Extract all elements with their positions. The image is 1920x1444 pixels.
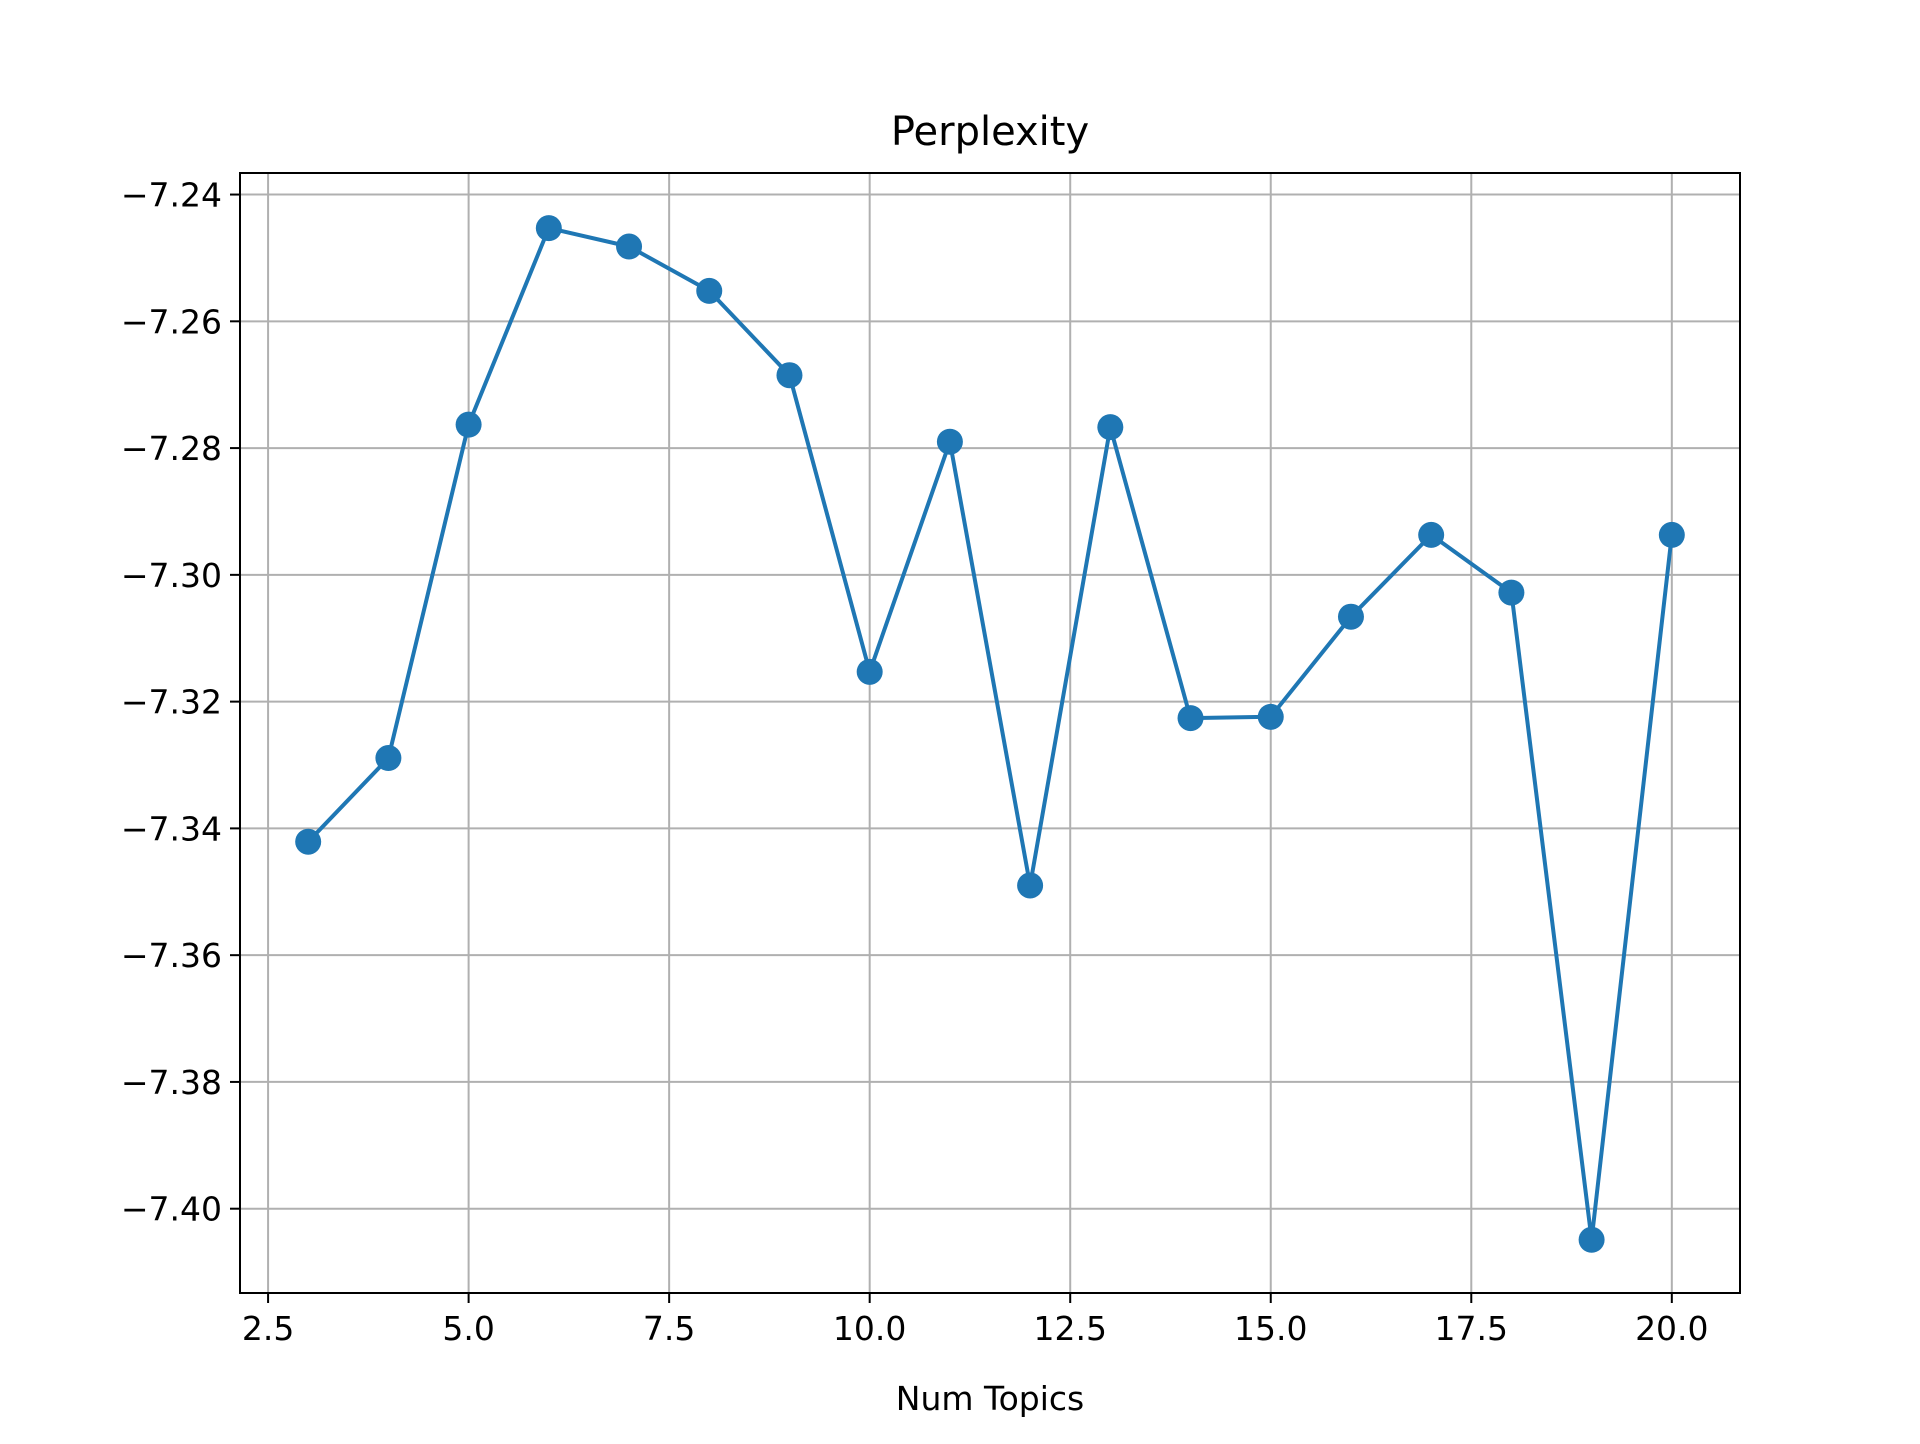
grid-lines [240,173,1740,1293]
data-point [776,362,803,389]
x-tick-label: 15.0 [1234,1309,1307,1348]
data-point [856,658,883,685]
data-series [295,215,1685,1253]
y-tick-label: −7.34 [121,809,222,848]
x-tick-label: 20.0 [1635,1309,1708,1348]
y-tick-label: −7.38 [121,1063,222,1102]
data-point [375,745,402,772]
data-point [535,215,562,242]
x-tick-label: 12.5 [1033,1309,1106,1348]
data-point [696,277,723,304]
data-point [1578,1226,1605,1253]
data-point [1498,579,1525,606]
series-line [306,226,1674,1242]
y-tick-label: −7.36 [121,936,222,975]
x-tick-label: 2.5 [242,1309,294,1348]
data-point [1257,703,1284,730]
y-tick-label: −7.24 [121,176,222,215]
x-tick-label: 5.0 [442,1309,494,1348]
data-point [1097,414,1124,441]
y-tick-label: −7.28 [121,429,222,468]
data-point [936,428,963,455]
x-tick-label: 10.0 [833,1309,906,1348]
data-point [1337,603,1364,630]
data-point [616,233,643,260]
data-point [1658,521,1685,548]
data-point [1017,872,1044,899]
data-point [1418,521,1445,548]
chart-title: Perplexity [891,109,1089,155]
x-axis-label: Num Topics [896,1379,1084,1418]
x-tick-label: 17.5 [1435,1309,1508,1348]
axis-ticks: 2.5 5.0 7.5 10.0 12.5 15.0 17.5 20.0 −7.24 −7.26 −… [121,176,1709,1348]
y-tick-label: −7.30 [121,556,222,595]
data-point [295,828,322,855]
x-tick-label: 7.5 [643,1309,695,1348]
axes-frame [239,172,1741,1294]
y-tick-label: −7.32 [121,683,222,722]
data-point [1177,705,1204,732]
data-point [455,411,482,438]
y-tick-label: −7.40 [121,1190,222,1229]
y-tick-label: −7.26 [121,302,222,341]
